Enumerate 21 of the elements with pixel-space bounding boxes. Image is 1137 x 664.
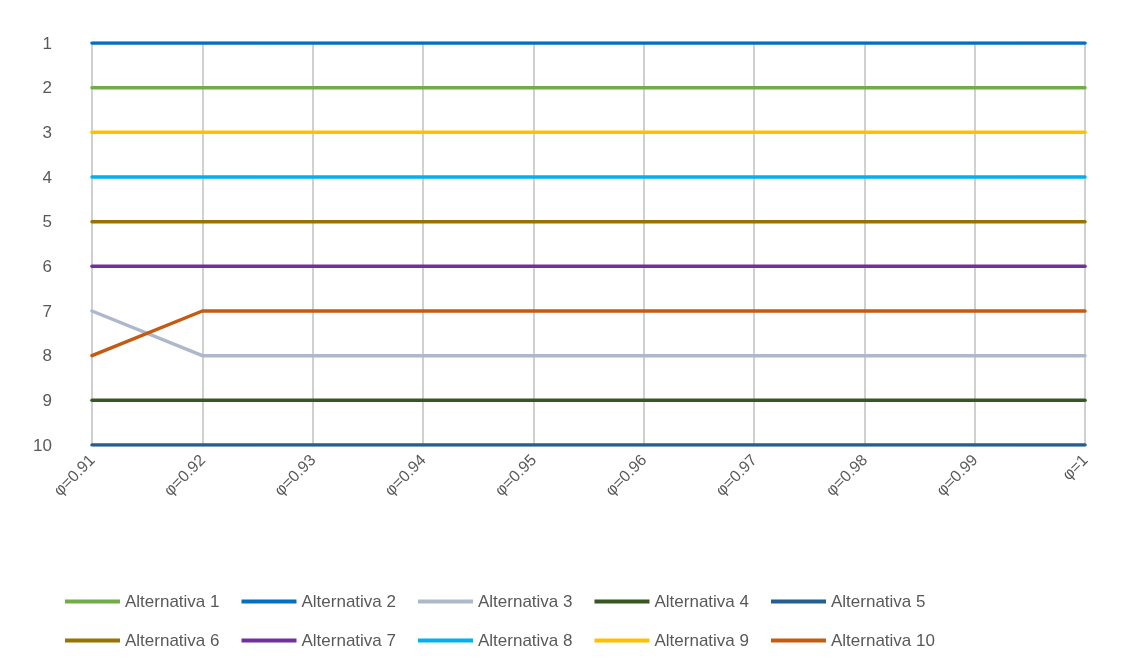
legend-label: Alternativa 7 [301, 631, 396, 650]
y-tick-label: 1 [42, 33, 52, 53]
y-tick-label: 4 [42, 167, 52, 187]
y-tick-label: 5 [42, 212, 52, 232]
y-tick-label: 7 [42, 301, 52, 321]
legend-label: Alternativa 1 [125, 592, 220, 611]
y-tick-label: 10 [33, 435, 52, 455]
legend-label: Alternativa 3 [477, 592, 573, 611]
legend-label: Alternativa 5 [830, 592, 926, 611]
y-tick-label: 6 [42, 256, 52, 276]
y-tick-label: 3 [42, 122, 52, 142]
legend-label: Alternativa 9 [654, 631, 749, 650]
legend-label: Alternativa 6 [125, 631, 220, 650]
legend-label: Alternativa 2 [301, 592, 396, 611]
y-tick-label: 2 [42, 78, 52, 98]
legend-label: Alternativa 10 [830, 631, 935, 650]
y-tick-label: 8 [42, 346, 52, 366]
x-tick-label: φ=1 [1058, 450, 1092, 484]
legend-label: Alternativa 8 [477, 631, 573, 650]
legend-label: Alternativa 4 [654, 592, 749, 611]
y-tick-label: 9 [42, 390, 52, 410]
